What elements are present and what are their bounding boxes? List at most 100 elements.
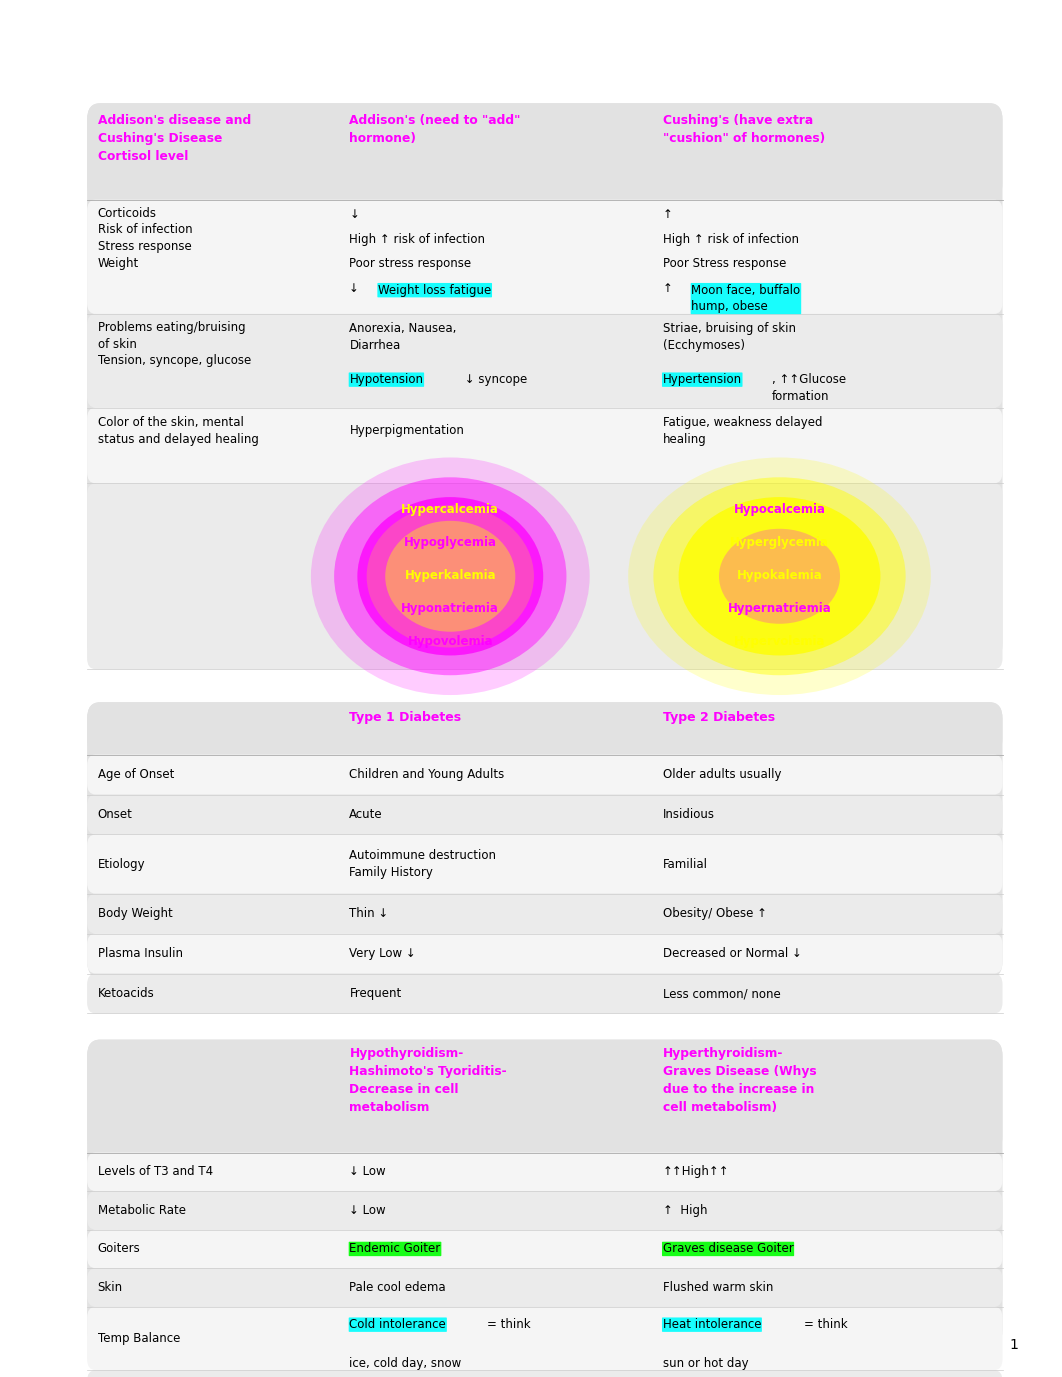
Text: Familial: Familial <box>663 858 707 870</box>
Text: Moon face, buffalo
hump, obese: Moon face, buffalo hump, obese <box>691 284 801 314</box>
FancyBboxPatch shape <box>87 1040 1003 1347</box>
FancyBboxPatch shape <box>87 103 1003 661</box>
FancyBboxPatch shape <box>87 755 1003 795</box>
FancyBboxPatch shape <box>87 1268 1003 1307</box>
FancyBboxPatch shape <box>87 1153 1003 1191</box>
Text: Hyperglycemia: Hyperglycemia <box>730 536 829 548</box>
Ellipse shape <box>386 521 515 632</box>
Text: Poor Stress response: Poor Stress response <box>663 257 786 270</box>
Text: Age of Onset: Age of Onset <box>98 768 174 781</box>
Text: Hyperpigmentation: Hyperpigmentation <box>349 424 464 437</box>
Text: ↑↑High↑↑: ↑↑High↑↑ <box>663 1165 730 1179</box>
Text: ice, cold day, snow: ice, cold day, snow <box>349 1356 462 1370</box>
Text: Color of the skin, mental
status and delayed healing: Color of the skin, mental status and del… <box>98 416 258 446</box>
Text: Onset: Onset <box>98 808 133 821</box>
Text: Weight loss fatigue: Weight loss fatigue <box>378 284 492 296</box>
Text: ↓ Low: ↓ Low <box>349 1165 386 1179</box>
Text: Acute: Acute <box>349 808 383 821</box>
Text: Plasma Insulin: Plasma Insulin <box>98 947 183 960</box>
Text: Endemic Goiter: Endemic Goiter <box>349 1242 441 1256</box>
Text: Goiters: Goiters <box>98 1242 140 1256</box>
Text: Addison's (need to "add"
hormone): Addison's (need to "add" hormone) <box>349 114 520 146</box>
Text: Addison's disease and
Cushing's Disease
Cortisol level: Addison's disease and Cushing's Disease … <box>98 114 251 164</box>
Text: Striae, bruising of skin
(Ecchymoses): Striae, bruising of skin (Ecchymoses) <box>663 322 795 353</box>
Text: Anorexia, Nausea,
Diarrhea: Anorexia, Nausea, Diarrhea <box>349 322 457 353</box>
FancyBboxPatch shape <box>87 934 1003 974</box>
FancyBboxPatch shape <box>87 1307 1003 1370</box>
Text: Skin: Skin <box>98 1281 123 1294</box>
Text: Less common/ none: Less common/ none <box>663 987 781 1000</box>
Text: ↓ Low: ↓ Low <box>349 1203 386 1217</box>
FancyBboxPatch shape <box>87 1230 1003 1268</box>
Ellipse shape <box>629 457 930 695</box>
Text: Older adults usually: Older adults usually <box>663 768 782 781</box>
Text: = think: = think <box>804 1318 847 1332</box>
Text: Hypernatriemia: Hypernatriemia <box>727 602 832 614</box>
Text: ↓: ↓ <box>349 208 359 220</box>
FancyBboxPatch shape <box>87 795 1003 834</box>
FancyBboxPatch shape <box>87 1191 1003 1230</box>
Text: Type 1 Diabetes: Type 1 Diabetes <box>349 711 462 723</box>
Text: Hypothyroidism-
Hashimoto's Tyoriditis-
Decrease in cell
metabolism: Hypothyroidism- Hashimoto's Tyoriditis- … <box>349 1047 507 1114</box>
Text: Hypercalcemia: Hypercalcemia <box>401 503 499 515</box>
Text: Insidious: Insidious <box>663 808 715 821</box>
Text: Decreased or Normal ↓: Decreased or Normal ↓ <box>663 947 802 960</box>
Ellipse shape <box>719 529 840 624</box>
Ellipse shape <box>311 457 589 695</box>
Text: ↓ syncope: ↓ syncope <box>461 373 527 386</box>
Ellipse shape <box>366 505 534 647</box>
Text: ↑: ↑ <box>663 282 676 295</box>
FancyBboxPatch shape <box>87 1040 1003 1153</box>
Text: Hypokalemia: Hypokalemia <box>737 569 822 581</box>
Text: Graves disease Goiter: Graves disease Goiter <box>663 1242 793 1256</box>
Text: Problems eating/bruising
of skin
Tension, syncope, glucose: Problems eating/bruising of skin Tension… <box>98 321 251 368</box>
FancyBboxPatch shape <box>87 200 1003 314</box>
Ellipse shape <box>653 478 906 675</box>
Text: , ↑↑Glucose
formation: , ↑↑Glucose formation <box>772 373 846 403</box>
Text: Hypotension: Hypotension <box>349 373 424 386</box>
FancyBboxPatch shape <box>87 483 1003 669</box>
Text: Levels of T3 and T4: Levels of T3 and T4 <box>98 1165 212 1179</box>
Text: Flushed warm skin: Flushed warm skin <box>663 1281 773 1294</box>
Text: High ↑ risk of infection: High ↑ risk of infection <box>663 233 799 245</box>
Text: Hypocalcemia: Hypocalcemia <box>734 503 825 515</box>
Text: Hypertension: Hypertension <box>663 373 742 386</box>
Text: High ↑ risk of infection: High ↑ risk of infection <box>349 233 485 245</box>
Text: Cushing's (have extra
"cushion" of hormones): Cushing's (have extra "cushion" of hormo… <box>663 114 825 146</box>
FancyBboxPatch shape <box>87 103 1003 200</box>
Ellipse shape <box>679 497 880 655</box>
Text: Hyponatriemia: Hyponatriemia <box>401 602 499 614</box>
Text: Cold intolerance: Cold intolerance <box>349 1318 446 1332</box>
Text: Heat intolerance: Heat intolerance <box>663 1318 761 1332</box>
Text: Ketoacids: Ketoacids <box>98 987 154 1000</box>
Text: Hyperthyroidism-
Graves Disease (Whys
due to the increase in
cell metabolism): Hyperthyroidism- Graves Disease (Whys du… <box>663 1047 817 1114</box>
Text: 1: 1 <box>1010 1338 1018 1352</box>
Text: ↑: ↑ <box>663 208 672 220</box>
Text: Obesity/ Obese ↑: Obesity/ Obese ↑ <box>663 907 767 920</box>
Text: ↓: ↓ <box>349 282 363 295</box>
Text: Hypoglycemia: Hypoglycemia <box>404 536 497 548</box>
Text: Corticoids
Risk of infection
Stress response
Weight: Corticoids Risk of infection Stress resp… <box>98 207 192 270</box>
Ellipse shape <box>335 478 566 675</box>
FancyBboxPatch shape <box>87 974 1003 1013</box>
Text: Hypervolemia: Hypervolemia <box>734 635 825 647</box>
Text: Autoimmune destruction
Family History: Autoimmune destruction Family History <box>349 850 496 879</box>
Text: = think: = think <box>487 1318 531 1332</box>
Text: Metabolic Rate: Metabolic Rate <box>98 1203 186 1217</box>
Ellipse shape <box>357 497 543 655</box>
FancyBboxPatch shape <box>87 702 1003 755</box>
Text: Fatigue, weakness delayed
healing: Fatigue, weakness delayed healing <box>663 416 822 446</box>
Text: Frequent: Frequent <box>349 987 401 1000</box>
Text: Hypovolemia: Hypovolemia <box>408 635 493 647</box>
FancyBboxPatch shape <box>87 314 1003 408</box>
Text: Thin ↓: Thin ↓ <box>349 907 389 920</box>
Text: sun or hot day: sun or hot day <box>663 1356 749 1370</box>
FancyBboxPatch shape <box>87 408 1003 483</box>
Text: Very Low ↓: Very Low ↓ <box>349 947 416 960</box>
Text: Hyperkalemia: Hyperkalemia <box>405 569 496 581</box>
Text: Children and Young Adults: Children and Young Adults <box>349 768 504 781</box>
FancyBboxPatch shape <box>87 1370 1003 1377</box>
FancyBboxPatch shape <box>87 834 1003 894</box>
Text: Poor stress response: Poor stress response <box>349 257 472 270</box>
Text: Temp Balance: Temp Balance <box>98 1332 181 1345</box>
